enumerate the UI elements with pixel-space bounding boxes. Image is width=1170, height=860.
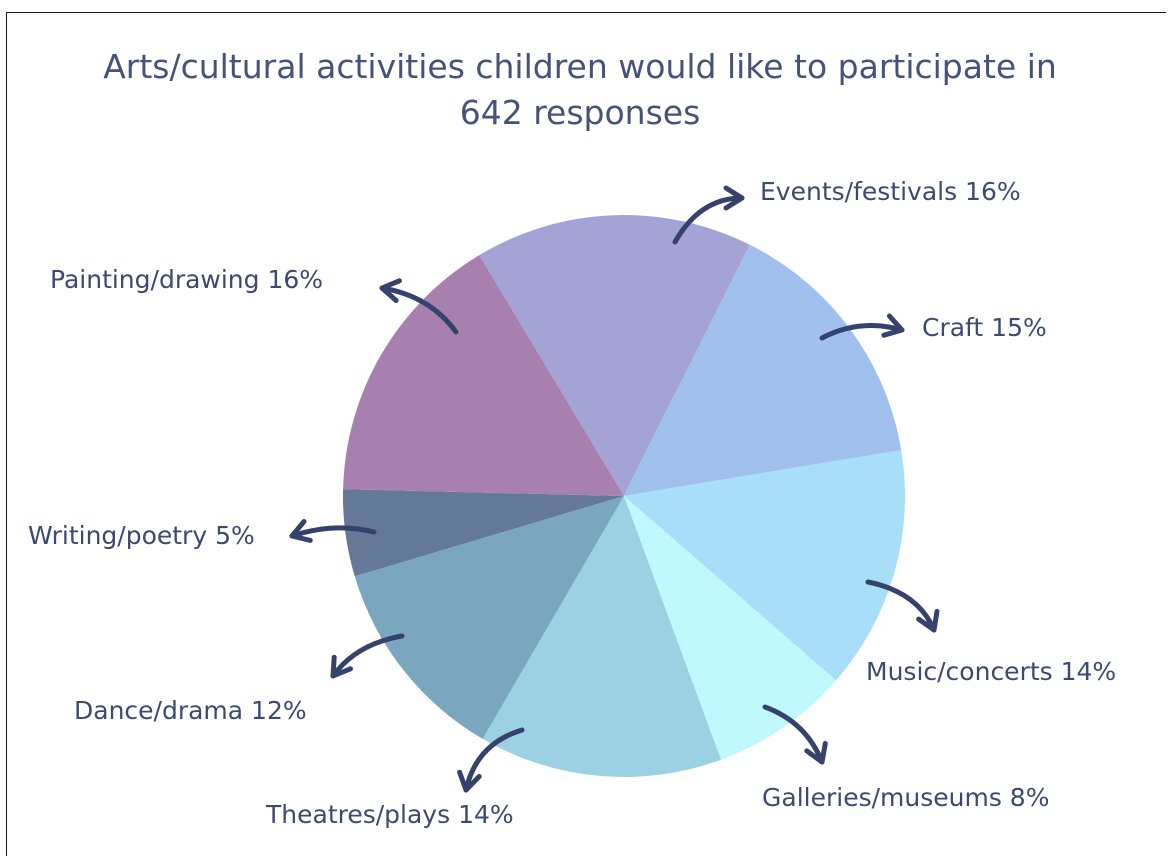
arrow-head [916, 608, 940, 633]
arrow-head [723, 185, 745, 211]
arrow-head [881, 313, 905, 338]
slice-label: Music/concerts 14% [866, 657, 1116, 686]
label-arrow [463, 727, 525, 793]
arrow-head [457, 769, 482, 793]
slice-label: Theatres/plays 14% [265, 800, 514, 829]
label-arrow [330, 633, 405, 679]
label-arrow [672, 195, 745, 245]
slice-label: Events/festivals 16% [760, 177, 1021, 206]
pie-slice-theatres-plays [482, 496, 722, 778]
slice-label: Craft 15% [922, 313, 1047, 342]
chart-title: Arts/cultural activities children would … [103, 47, 1057, 86]
chart-subtitle: 642 responses [459, 93, 701, 132]
label-arrow [379, 285, 459, 335]
label-arrow [762, 704, 825, 765]
pie-slice-music-concerts [624, 450, 906, 681]
pie-slice-events-festivals [479, 214, 750, 496]
pie-slice-painting-drawing [343, 255, 624, 496]
label-arrow [289, 525, 377, 539]
arrow-head [379, 278, 402, 303]
slice-label: Dance/drama 12% [74, 696, 307, 725]
slice-label: Painting/drawing 16% [50, 265, 323, 294]
pie-slice-galleries-museums [624, 496, 837, 760]
arrow-head [330, 654, 353, 679]
arrow-head [289, 519, 313, 543]
label-arrow [865, 579, 937, 633]
pie-slice-writing-poetry [342, 489, 624, 577]
label-arrow [819, 323, 905, 341]
slice-labels: Events/festivals 16% Craft 15% Music/conce… [28, 177, 1116, 829]
pie-slices [342, 214, 906, 778]
pie-slice-craft [624, 244, 902, 496]
pie-slice-dance-drama [354, 496, 624, 739]
slice-label: Writing/poetry 5% [28, 521, 255, 550]
arrow-head [804, 740, 828, 765]
slice-label: Galleries/museums 8% [762, 783, 1049, 812]
chart-title-block: Arts/cultural activities children would … [0, 44, 1160, 136]
label-arrows [289, 185, 940, 793]
